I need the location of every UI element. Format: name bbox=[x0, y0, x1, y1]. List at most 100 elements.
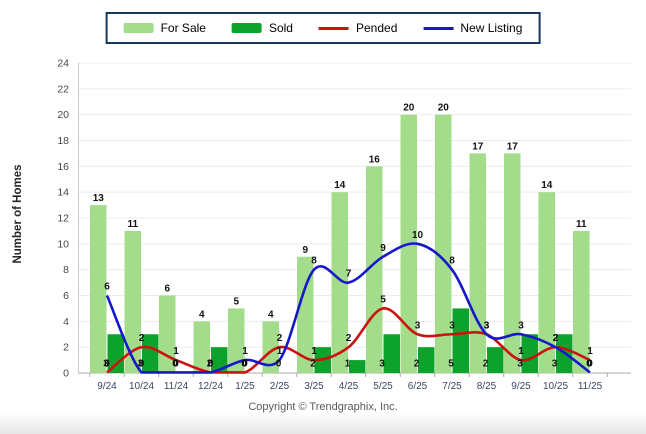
sold-bar bbox=[142, 334, 159, 373]
for-sale-label: 17 bbox=[507, 141, 519, 152]
y-tick-label: 10 bbox=[57, 238, 69, 250]
new-listing-label: 0 bbox=[139, 358, 145, 369]
x-tick-label: 4/25 bbox=[339, 381, 359, 392]
sold-label: 3 bbox=[517, 359, 523, 370]
for-sale-label: 14 bbox=[334, 180, 346, 191]
sold-bar bbox=[349, 360, 366, 373]
new-listing-swatch-icon bbox=[423, 26, 454, 30]
pended-label: 2 bbox=[139, 333, 145, 344]
y-tick-label: 12 bbox=[57, 213, 69, 225]
sold-swatch-icon bbox=[231, 23, 262, 33]
sold-bar bbox=[521, 334, 538, 373]
new-listing-label: 3 bbox=[484, 320, 490, 331]
sold-bar bbox=[211, 347, 228, 373]
for-sale-label: 9 bbox=[302, 245, 308, 256]
pended-swatch-icon bbox=[318, 26, 349, 30]
pended-label: 5 bbox=[380, 294, 386, 305]
sold-bar bbox=[418, 347, 435, 373]
x-tick-label: 3/25 bbox=[304, 381, 324, 392]
legend-label-for-sale: For Sale bbox=[160, 21, 206, 35]
new-listing-label: 9 bbox=[380, 243, 386, 254]
sold-label: 0 bbox=[586, 359, 592, 370]
new-listing-label: 6 bbox=[104, 282, 110, 293]
legend-label-pended: Pended bbox=[355, 21, 398, 35]
for-sale-bar bbox=[228, 308, 245, 373]
for-sale-label: 13 bbox=[93, 193, 105, 204]
for-sale-bar bbox=[193, 321, 210, 373]
pended-label: 3 bbox=[484, 320, 490, 331]
footer-copyright: Copyright © Trendgraphix, Inc. bbox=[248, 401, 398, 413]
y-tick-label: 0 bbox=[63, 368, 69, 380]
pended-label: 2 bbox=[277, 333, 283, 344]
sold-label: 2 bbox=[414, 359, 420, 370]
x-tick-label: 12/24 bbox=[198, 381, 223, 392]
pended-label: 3 bbox=[449, 320, 455, 331]
y-tick-label: 22 bbox=[57, 83, 69, 95]
new-listing-label: 0 bbox=[208, 358, 214, 369]
sold-label: 2 bbox=[207, 359, 213, 370]
y-tick-label: 6 bbox=[63, 290, 69, 302]
x-tick-label: 1/25 bbox=[235, 381, 255, 392]
pended-label: 3 bbox=[415, 320, 421, 331]
y-tick-label: 4 bbox=[63, 316, 69, 328]
for-sale-label: 4 bbox=[268, 309, 274, 320]
for-sale-label: 17 bbox=[472, 141, 484, 152]
pended-label: 1 bbox=[518, 346, 524, 357]
x-tick-label: 10/25 bbox=[543, 381, 568, 392]
for-sale-bar bbox=[262, 321, 279, 373]
sold-label: 3 bbox=[552, 359, 558, 370]
y-tick-label: 8 bbox=[63, 264, 69, 276]
x-tick-label: 5/25 bbox=[373, 381, 393, 392]
x-tick-label: 7/25 bbox=[442, 381, 462, 392]
x-tick-label: 2/25 bbox=[270, 381, 290, 392]
for-sale-label: 20 bbox=[403, 103, 415, 114]
for-sale-label: 14 bbox=[541, 180, 553, 191]
legend-label-sold: Sold bbox=[268, 21, 293, 35]
sold-label: 0 bbox=[172, 359, 178, 370]
for-sale-label: 5 bbox=[233, 296, 239, 307]
legend-item-sold: Sold bbox=[231, 21, 293, 35]
pended-label: 0 bbox=[208, 358, 214, 369]
sold-label: 3 bbox=[379, 359, 385, 370]
sold-label: 5 bbox=[448, 359, 454, 370]
new-listing-label: 0 bbox=[173, 358, 179, 369]
for-sale-bar bbox=[504, 153, 521, 373]
new-listing-label: 7 bbox=[346, 269, 352, 280]
new-listing-label: 2 bbox=[553, 333, 559, 344]
sold-bar bbox=[452, 308, 469, 373]
x-tick-label: 6/25 bbox=[408, 381, 428, 392]
for-sale-bar bbox=[297, 256, 314, 373]
new-listing-label: 8 bbox=[449, 256, 455, 267]
sold-label: 2 bbox=[310, 359, 316, 370]
y-axis-title: Number of Homes bbox=[12, 164, 24, 264]
x-tick-label: 11/25 bbox=[578, 381, 603, 392]
for-sale-swatch-icon bbox=[123, 23, 154, 33]
new-listing-label: 0 bbox=[587, 358, 593, 369]
sold-bar bbox=[383, 334, 400, 373]
for-sale-label: 4 bbox=[199, 309, 205, 320]
x-tick-label: 10/24 bbox=[129, 381, 154, 392]
new-listing-label: 8 bbox=[311, 256, 317, 267]
for-sale-label: 11 bbox=[576, 219, 587, 230]
sold-label: 3 bbox=[103, 359, 109, 370]
for-sale-bar bbox=[331, 192, 348, 373]
new-listing-label: 1 bbox=[277, 346, 283, 357]
for-sale-bar bbox=[469, 153, 486, 373]
y-tick-label: 16 bbox=[57, 161, 69, 173]
for-sale-bar bbox=[90, 205, 107, 373]
for-sale-label: 11 bbox=[127, 219, 138, 230]
pended-label: 1 bbox=[587, 346, 593, 357]
pended-label: 2 bbox=[553, 333, 559, 344]
y-tick-label: 14 bbox=[57, 187, 69, 199]
new-listing-label: 1 bbox=[242, 346, 248, 357]
x-tick-label: 9/24 bbox=[97, 381, 117, 392]
legend: For Sale Sold Pended New Listing bbox=[105, 12, 541, 44]
x-tick-label: 8/25 bbox=[477, 381, 497, 392]
x-tick-label: 9/25 bbox=[511, 381, 531, 392]
y-tick-label: 24 bbox=[57, 58, 69, 70]
pended-line bbox=[106, 307, 591, 374]
sold-label: 1 bbox=[345, 359, 351, 370]
legend-item-pended: Pended bbox=[318, 21, 398, 35]
sold-bar bbox=[107, 334, 124, 373]
